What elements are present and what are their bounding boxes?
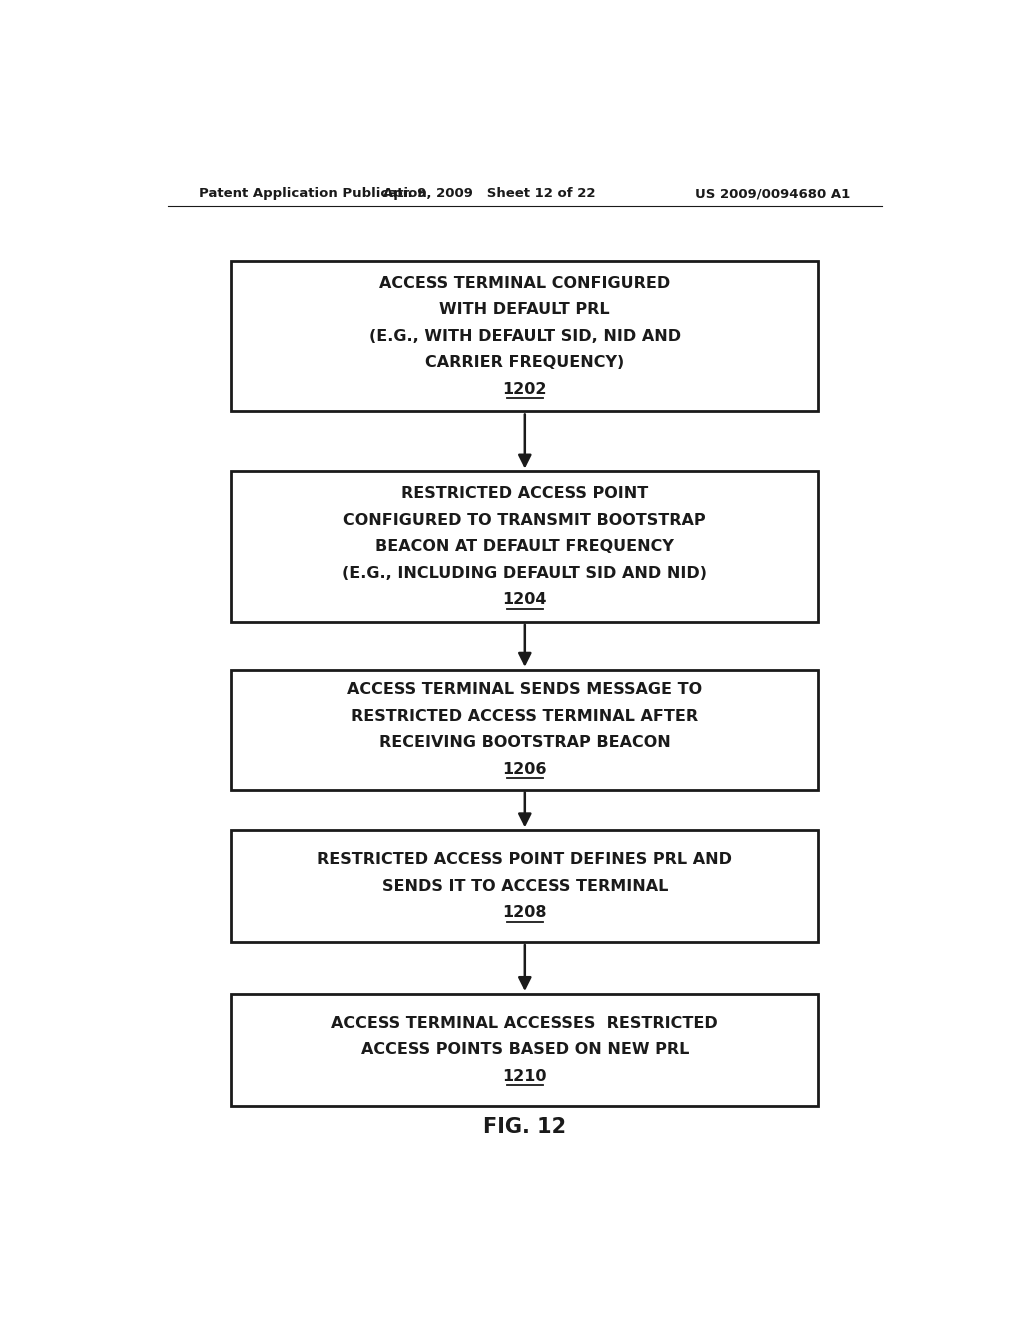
Bar xyxy=(231,669,818,789)
Text: ACCESS TERMINAL SENDS MESSAGE TO: ACCESS TERMINAL SENDS MESSAGE TO xyxy=(347,682,702,697)
Text: Patent Application Publication: Patent Application Publication xyxy=(200,187,427,201)
Text: 1210: 1210 xyxy=(503,1069,547,1084)
Text: RESTRICTED ACCESS POINT DEFINES PRL AND: RESTRICTED ACCESS POINT DEFINES PRL AND xyxy=(317,853,732,867)
Text: 1204: 1204 xyxy=(503,591,547,607)
Text: SENDS IT TO ACCESS TERMINAL: SENDS IT TO ACCESS TERMINAL xyxy=(382,879,668,894)
Text: WITH DEFAULT PRL: WITH DEFAULT PRL xyxy=(439,302,610,317)
Text: RESTRICTED ACCESS POINT: RESTRICTED ACCESS POINT xyxy=(401,486,648,502)
Bar xyxy=(231,471,818,622)
Text: Apr. 9, 2009   Sheet 12 of 22: Apr. 9, 2009 Sheet 12 of 22 xyxy=(383,187,595,201)
Text: (E.G., WITH DEFAULT SID, NID AND: (E.G., WITH DEFAULT SID, NID AND xyxy=(369,329,681,343)
Text: BEACON AT DEFAULT FREQUENCY: BEACON AT DEFAULT FREQUENCY xyxy=(376,539,674,554)
Text: (E.G., INCLUDING DEFAULT SID AND NID): (E.G., INCLUDING DEFAULT SID AND NID) xyxy=(342,565,708,581)
Text: CONFIGURED TO TRANSMIT BOOTSTRAP: CONFIGURED TO TRANSMIT BOOTSTRAP xyxy=(343,512,707,528)
Text: CARRIER FREQUENCY): CARRIER FREQUENCY) xyxy=(425,355,625,370)
Text: 1206: 1206 xyxy=(503,762,547,776)
Text: ACCESS TERMINAL ACCESSES  RESTRICTED: ACCESS TERMINAL ACCESSES RESTRICTED xyxy=(332,1016,718,1031)
Bar xyxy=(231,994,818,1106)
Bar xyxy=(231,830,818,942)
Text: RECEIVING BOOTSTRAP BEACON: RECEIVING BOOTSTRAP BEACON xyxy=(379,735,671,750)
Text: US 2009/0094680 A1: US 2009/0094680 A1 xyxy=(695,187,850,201)
Text: 1208: 1208 xyxy=(503,906,547,920)
Text: FIG. 12: FIG. 12 xyxy=(483,1117,566,1137)
Bar xyxy=(231,261,818,412)
Text: 1202: 1202 xyxy=(503,381,547,396)
Text: RESTRICTED ACCESS TERMINAL AFTER: RESTRICTED ACCESS TERMINAL AFTER xyxy=(351,709,698,723)
Text: ACCESS POINTS BASED ON NEW PRL: ACCESS POINTS BASED ON NEW PRL xyxy=(360,1043,689,1057)
Text: ACCESS TERMINAL CONFIGURED: ACCESS TERMINAL CONFIGURED xyxy=(379,276,671,290)
